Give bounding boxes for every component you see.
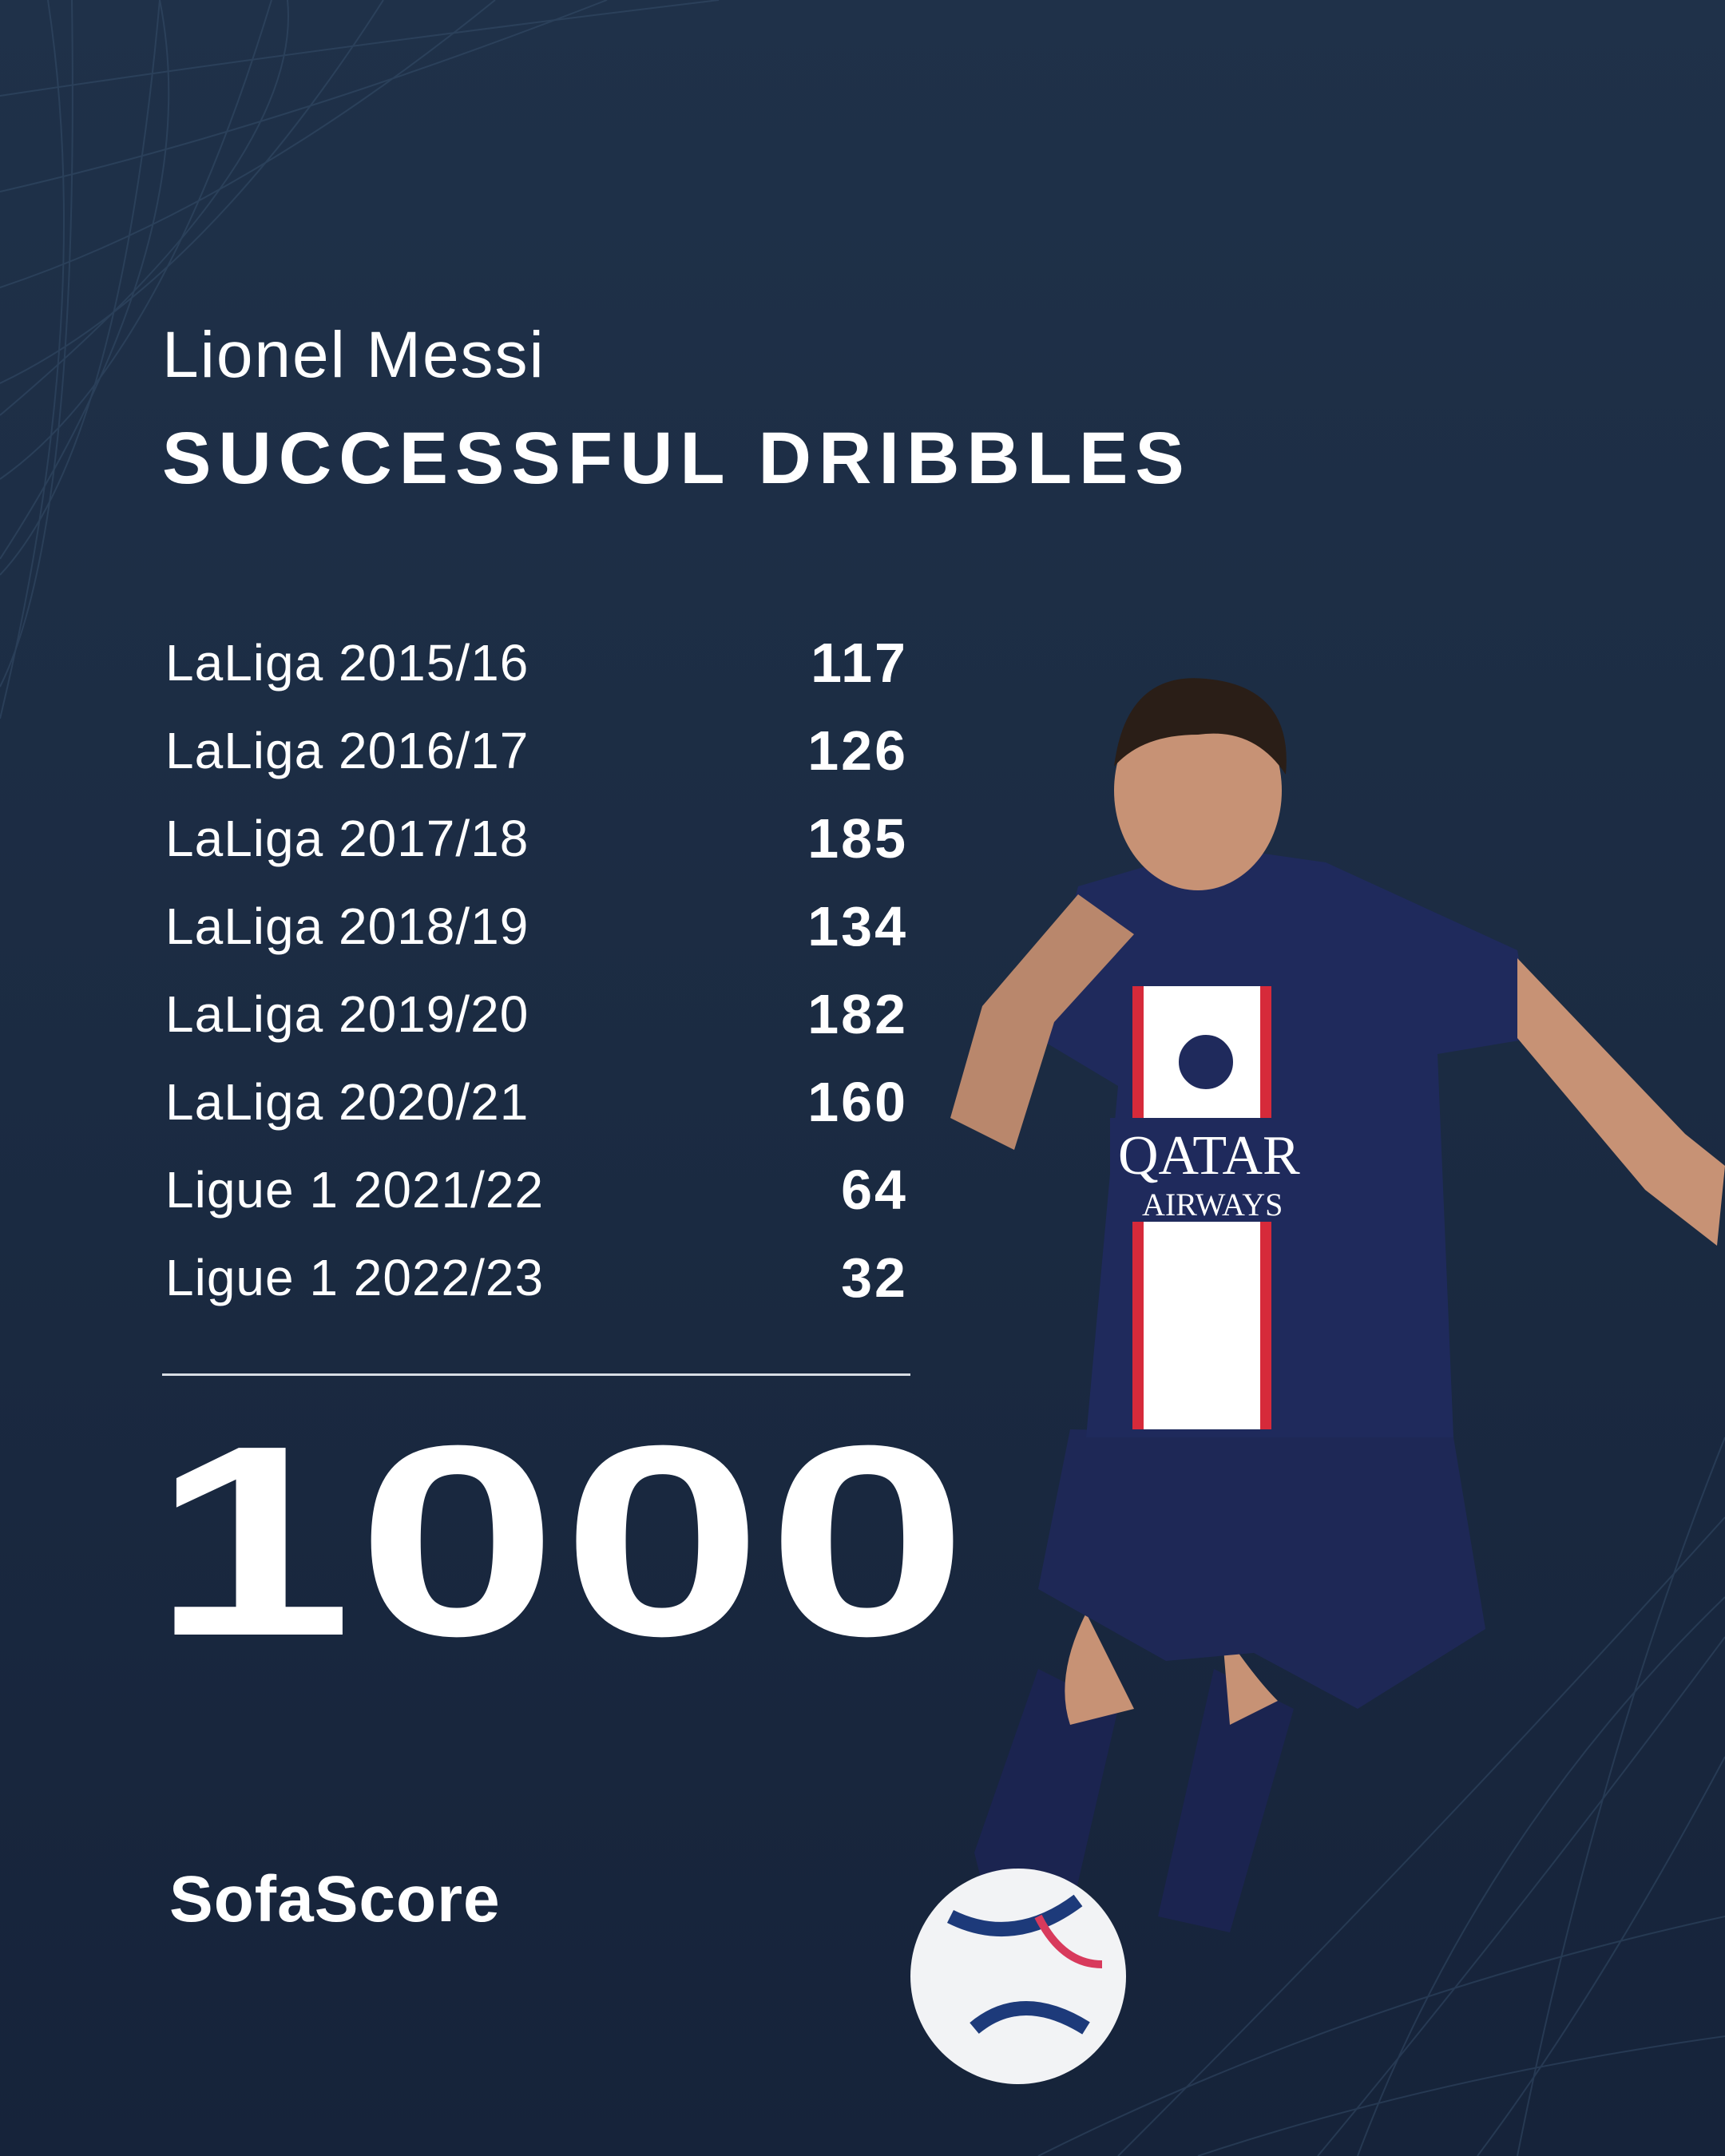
svg-text:AIRWAYS: AIRWAYS [1142,1187,1283,1223]
svg-text:QATAR: QATAR [1118,1125,1300,1187]
season-label: LaLiga 2015/16 [165,634,529,692]
season-value: 126 [807,719,908,782]
divider [162,1373,910,1376]
season-value: 182 [807,983,908,1045]
season-row: Ligue 1 2021/22 64 [165,1146,908,1234]
season-value: 64 [841,1159,908,1221]
season-row: LaLiga 2020/21 160 [165,1058,908,1146]
season-label: LaLiga 2016/17 [165,722,529,779]
player-photo: QATAR AIRWAYS [910,678,1725,2084]
season-row: LaLiga 2018/19 134 [165,882,908,970]
season-value: 32 [841,1246,908,1309]
sofascore-logo: SofaScore [169,1863,501,1936]
season-label: Ligue 1 2022/23 [165,1249,545,1306]
season-label: Ligue 1 2021/22 [165,1161,545,1219]
season-value: 134 [807,895,908,957]
season-list: LaLiga 2015/16 117 LaLiga 2016/17 126 LaLi… [165,619,908,1322]
season-row: Ligue 1 2022/23 32 [165,1234,908,1322]
season-row: LaLiga 2016/17 126 [165,707,908,795]
season-row: LaLiga 2019/20 182 [165,970,908,1058]
season-label: LaLiga 2020/21 [165,1073,529,1131]
season-label: LaLiga 2017/18 [165,810,529,867]
season-row: LaLiga 2017/18 185 [165,795,908,882]
season-label: LaLiga 2018/19 [165,898,529,955]
season-row: LaLiga 2015/16 117 [165,619,908,707]
season-label: LaLiga 2019/20 [165,985,529,1043]
season-value: 185 [807,807,908,870]
player-name: Lionel Messi [162,319,545,391]
season-value: 160 [807,1071,908,1133]
season-value: 117 [811,632,908,694]
stat-title: SUCCESSFUL DRIBBLES [162,418,1192,499]
total-value: 1000 [152,1389,973,1693]
